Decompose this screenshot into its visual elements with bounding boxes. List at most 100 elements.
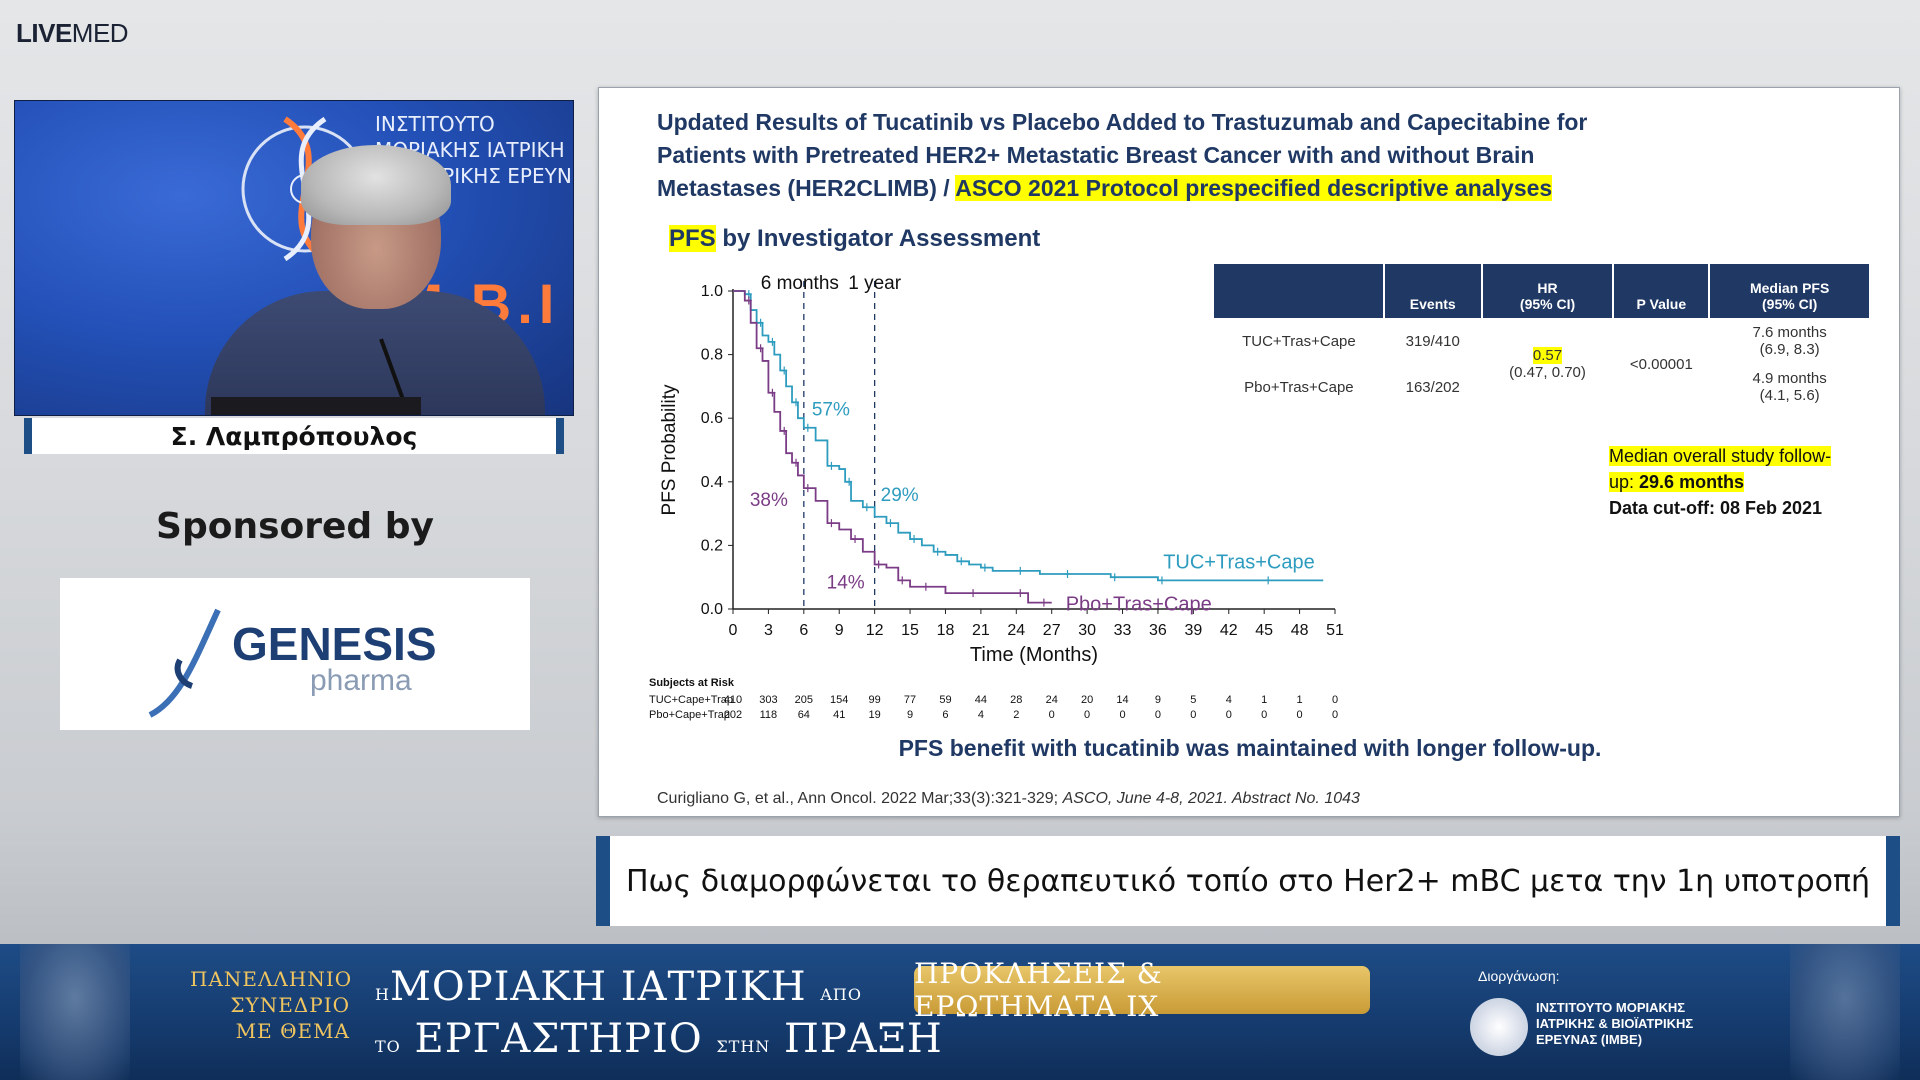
censor-mark (875, 560, 882, 569)
censor-mark (981, 563, 988, 572)
censor-mark (804, 423, 811, 432)
censor-mark (934, 547, 941, 556)
risk-value: 4 (1226, 694, 1232, 706)
risk-value: 24 (1046, 694, 1058, 706)
hr-table: Events HR (95% CI) P Value Median PFS (95%… (1214, 264, 1871, 410)
censor-mark (922, 582, 929, 591)
reference-label: 6 months (761, 273, 839, 294)
x-tick-label: 15 (901, 622, 919, 639)
risk-value: 0 (1297, 709, 1303, 721)
risk-value: 154 (830, 694, 848, 706)
x-tick-label: 0 (729, 622, 738, 639)
censor-mark (899, 576, 906, 585)
censor-mark (757, 318, 764, 327)
th-hr: HR (95% CI) (1481, 264, 1615, 318)
risk-value: 9 (907, 709, 913, 721)
percent-annotation: 14% (827, 572, 865, 593)
row2-median: 4.9 months (4.1, 5.6) (1752, 370, 1827, 404)
risk-value: 99 (869, 694, 881, 706)
y-tick-label: 0.6 (701, 410, 723, 427)
censor-mark (828, 519, 835, 528)
organizer-name: ΙΝΣΤΙΤΟΥΤΟ ΜΟΡΙΑΚΗΣ ΙΑΤΡΙΚΗΣ & ΒΙΟΪΑΤΡΙΚ… (1536, 1000, 1694, 1047)
risk-value: 59 (939, 694, 951, 706)
risk-value: 118 (760, 709, 778, 721)
banner-main-title: ΗΜΟΡΙΑΚΗ ΙΑΤΡΙΚΗ ΑΠΟ ΤΟ ΕΡΓΑΣΤΗΡΙΟ ΣΤΗΝ … (375, 964, 943, 1062)
x-tick-label: 33 (1114, 622, 1132, 639)
x-tick-label: 12 (866, 622, 884, 639)
benefit-statement: PFS benefit with tucatinib was maintaine… (898, 735, 1602, 761)
banner-pill: ΠΡΟΚΛΗΣΕΙΣ & ΕΡΩΤΗΜΑΤΑ IX (914, 957, 1370, 1023)
risk-value: 19 (869, 709, 881, 721)
censor-mark (781, 366, 788, 375)
percent-annotation: 29% (881, 485, 919, 506)
censor-mark (887, 519, 894, 528)
x-tick-label: 3 (764, 622, 773, 639)
presentation-slide: Updated Results of Tucatinib vs Placebo … (598, 87, 1900, 817)
series-label: Pbo+Tras+Cape (1066, 594, 1212, 616)
x-tick-label: 24 (1007, 622, 1025, 639)
risk-value: 6 (942, 709, 948, 721)
x-axis-title: Time (Months) (970, 644, 1098, 666)
citation: Curigliano G, et al., Ann Oncol. 2022 Ma… (657, 790, 1360, 807)
lecture-subtitle: Πως διαμορφώνεται το θεραπευτικό τοπίο σ… (625, 863, 1871, 899)
conference-banner: ΠΑΝΕΛΛΗΝΙΟ ΣΥΝΕΔΡΙΟ ΜΕ ΘΕΜΑ ΗΜΟΡΙΑΚΗ ΙΑΤ… (0, 944, 1920, 1080)
reference-label: 1 year (848, 273, 901, 294)
x-tick-label: 42 (1220, 622, 1238, 639)
censor-mark (1017, 589, 1024, 598)
x-tick-label: 27 (1043, 622, 1061, 639)
row2-arm: Pbo+Tras+Cape (1244, 378, 1354, 396)
speaker-hair (301, 145, 451, 225)
risk-value: 0 (1332, 694, 1338, 706)
title-highlight: ASCO 2021 Protocol prespecified descript… (955, 175, 1553, 201)
x-tick-label: 48 (1291, 622, 1309, 639)
x-tick-label: 18 (937, 622, 955, 639)
percent-annotation: 57% (812, 400, 850, 421)
km-chart: 0 3 6 9 12 15 18 21 24 27 30 33 36 39 42 45 48 510.00.20.… (649, 273, 1344, 721)
risk-value: 77 (904, 694, 916, 706)
risk-value: 20 (1081, 694, 1093, 706)
risk-value: 0 (1332, 709, 1338, 721)
x-tick-label: 30 (1078, 622, 1096, 639)
risk-value: 44 (975, 694, 987, 706)
censor-mark (793, 398, 800, 407)
risk-row-label: TUC+Cape+Trap (649, 694, 733, 706)
censor-mark (828, 461, 835, 470)
censor-mark (958, 557, 965, 566)
sponsor-name: GENESIS (232, 618, 437, 670)
risk-row-label: Pbo+Cape+Trap (649, 709, 730, 721)
censor-mark (1040, 598, 1047, 607)
censor-mark (1064, 570, 1071, 579)
series-curve (733, 290, 1052, 604)
censor-mark (769, 337, 776, 346)
risk-value: 410 (724, 694, 742, 706)
row1-arm: TUC+Tras+Cape (1242, 332, 1356, 350)
sponsor-logo-box: GENESIS pharma (60, 578, 530, 730)
y-tick-label: 0.2 (701, 537, 723, 554)
y-axis-title: PFS Probability (659, 384, 680, 515)
censor-mark (1017, 566, 1024, 575)
slide-title: Updated Results of Tucatinib vs Placebo … (657, 109, 1588, 201)
risk-value: 0 (1226, 709, 1232, 721)
sponsor-sub: pharma (310, 664, 412, 697)
risk-value: 202 (724, 709, 742, 721)
livemed-logo: LIVEMED (16, 18, 129, 48)
th-events: Events (1383, 264, 1483, 318)
organizer-label: Διοργάνωση: (1478, 968, 1560, 984)
risk-value: 0 (1261, 709, 1267, 721)
y-tick-label: 0.0 (701, 601, 723, 618)
th-p: P Value (1613, 264, 1711, 318)
y-tick-label: 0.4 (701, 474, 723, 491)
risk-value: 5 (1190, 694, 1196, 706)
sponsored-by-label: Sponsored by (156, 506, 434, 547)
censor-mark (804, 484, 811, 493)
risk-table-title: Subjects at Risk (649, 677, 735, 689)
risk-value: 303 (759, 694, 777, 706)
lecture-subtitle-bar: Πως διαμορφώνεται το θεραπευτικό τοπίο σ… (596, 836, 1900, 926)
censor-mark (970, 589, 977, 598)
p-cell: <0.00001 (1629, 355, 1693, 373)
podium (211, 397, 421, 415)
risk-value: 4 (978, 709, 984, 721)
y-tick-label: 1.0 (701, 283, 723, 300)
followup-note: Median overall study follow- up: 29.6 mo… (1609, 446, 1832, 518)
x-tick-label: 6 (799, 622, 808, 639)
